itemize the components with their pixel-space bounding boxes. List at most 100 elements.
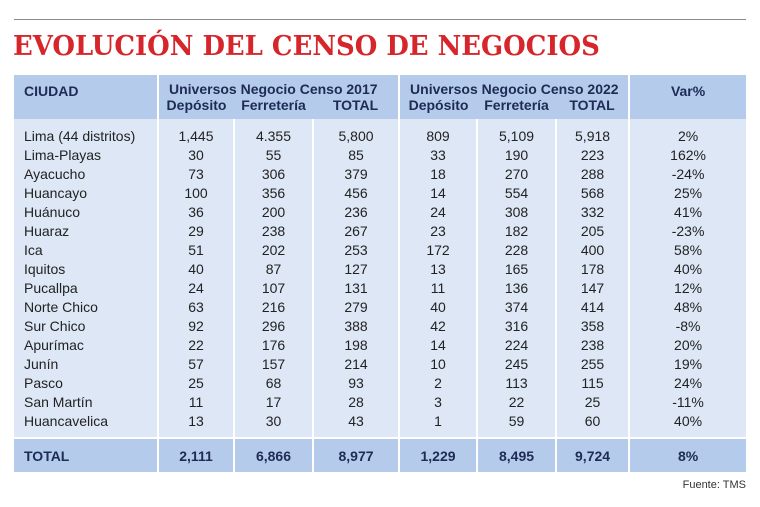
cell-dep17: 100 bbox=[158, 184, 235, 203]
cell-dep17: 13 bbox=[158, 412, 235, 431]
cell-city: Huancayo bbox=[14, 184, 159, 203]
table-row: Huancayo 100 356 456 14 554 568 25% bbox=[14, 184, 747, 203]
table-body: Lima (44 distritos) 1,445 4.355 5,800 809 5,1… bbox=[14, 119, 747, 438]
total-var: 8% bbox=[629, 437, 747, 472]
cell-dep22: 40 bbox=[399, 298, 479, 317]
cell-var: -8% bbox=[629, 317, 747, 336]
cell-dep17: 73 bbox=[158, 165, 235, 184]
cell-tot22: 60 bbox=[556, 412, 631, 431]
cell-fer17: 157 bbox=[234, 355, 314, 374]
cell-city: Huánuco bbox=[14, 203, 159, 222]
cell-var: 24% bbox=[629, 374, 747, 393]
cell-dep22: 13 bbox=[399, 260, 479, 279]
cell-dep17: 92 bbox=[158, 317, 235, 336]
table-row: Sur Chico 92 296 388 42 316 358 -8% bbox=[14, 317, 747, 336]
cell-dep22: 3 bbox=[399, 393, 479, 412]
cell-tot22: 400 bbox=[556, 241, 631, 260]
cell-var: 12% bbox=[629, 279, 747, 298]
total-fer17: 6,866 bbox=[234, 437, 314, 472]
cell-city: Pucallpa bbox=[14, 279, 159, 298]
spacer-row bbox=[14, 431, 747, 438]
cell-tot17: 5,800 bbox=[313, 127, 401, 146]
cell-fer22: 308 bbox=[477, 203, 558, 222]
cell-dep17: 63 bbox=[158, 298, 235, 317]
cell-fer17: 4.355 bbox=[234, 127, 314, 146]
cell-city: Iquitos bbox=[14, 260, 159, 279]
cell-tot17: 127 bbox=[313, 260, 401, 279]
cell-tot22: 255 bbox=[556, 355, 631, 374]
cell-tot17: 388 bbox=[313, 317, 401, 336]
cell-fer17: 296 bbox=[234, 317, 314, 336]
table-row: Ayacucho 73 306 379 18 270 288 -24% bbox=[14, 165, 747, 184]
cell-dep17: 57 bbox=[158, 355, 235, 374]
total-row: TOTAL 2,111 6,866 8,977 1,229 8,495 9,72… bbox=[14, 437, 747, 472]
cell-city: Lima-Playas bbox=[14, 146, 159, 165]
cell-tot22: 332 bbox=[556, 203, 631, 222]
header-ferreteria-2017: Ferretería bbox=[234, 97, 313, 119]
cell-fer17: 87 bbox=[234, 260, 314, 279]
header-group-2022: Universos Negocio Censo 2022 bbox=[399, 75, 631, 97]
cell-fer17: 306 bbox=[234, 165, 314, 184]
cell-tot22: 358 bbox=[556, 317, 631, 336]
total-label: TOTAL bbox=[14, 437, 159, 472]
top-rule bbox=[14, 19, 746, 20]
cell-tot22: 205 bbox=[556, 222, 631, 241]
cell-dep22: 14 bbox=[399, 184, 479, 203]
page-title: EVOLUCIÓN DEL CENSO DE NEGOCIOS bbox=[13, 31, 600, 62]
cell-city: Huaraz bbox=[14, 222, 159, 241]
table-row: Huaraz 29 238 267 23 182 205 -23% bbox=[14, 222, 747, 241]
header-total-2017: TOTAL bbox=[313, 97, 401, 119]
cell-tot22: 288 bbox=[556, 165, 631, 184]
table-row: Huánuco 36 200 236 24 308 332 41% bbox=[14, 203, 747, 222]
cell-tot17: 279 bbox=[313, 298, 401, 317]
cell-tot22: 25 bbox=[556, 393, 631, 412]
table-row: Iquitos 40 87 127 13 165 178 40% bbox=[14, 260, 747, 279]
cell-fer22: 136 bbox=[477, 279, 558, 298]
total-dep22: 1,229 bbox=[399, 437, 479, 472]
table-row: Pucallpa 24 107 131 11 136 147 12% bbox=[14, 279, 747, 298]
cell-dep22: 33 bbox=[399, 146, 479, 165]
table-row: Lima (44 distritos) 1,445 4.355 5,800 809 5,1… bbox=[14, 127, 747, 146]
cell-tot17: 236 bbox=[313, 203, 401, 222]
cell-var: 25% bbox=[629, 184, 747, 203]
total-dep17: 2,111 bbox=[158, 437, 235, 472]
cell-tot22: 414 bbox=[556, 298, 631, 317]
cell-fer22: 316 bbox=[477, 317, 558, 336]
cell-fer22: 228 bbox=[477, 241, 558, 260]
table-row: Apurímac 22 176 198 14 224 238 20% bbox=[14, 336, 747, 355]
cell-fer22: 59 bbox=[477, 412, 558, 431]
cell-fer17: 202 bbox=[234, 241, 314, 260]
cell-var: -24% bbox=[629, 165, 747, 184]
cell-fer17: 200 bbox=[234, 203, 314, 222]
cell-tot22: 238 bbox=[556, 336, 631, 355]
header-total-2022: TOTAL bbox=[556, 97, 631, 119]
total-tot22: 9,724 bbox=[556, 437, 631, 472]
cell-fer22: 5,109 bbox=[477, 127, 558, 146]
cell-tot17: 267 bbox=[313, 222, 401, 241]
cell-var: 48% bbox=[629, 298, 747, 317]
cell-var: 162% bbox=[629, 146, 747, 165]
cell-tot22: 178 bbox=[556, 260, 631, 279]
cell-tot17: 43 bbox=[313, 412, 401, 431]
cell-tot17: 253 bbox=[313, 241, 401, 260]
table-row: Huancavelica 13 30 43 1 59 60 40% bbox=[14, 412, 747, 431]
cell-fer22: 245 bbox=[477, 355, 558, 374]
cell-var: 20% bbox=[629, 336, 747, 355]
cell-dep22: 10 bbox=[399, 355, 479, 374]
header-deposito-2017: Depósito bbox=[158, 97, 234, 119]
cell-fer17: 216 bbox=[234, 298, 314, 317]
header-ferreteria-2022: Ferretería bbox=[477, 97, 557, 119]
cell-fer17: 176 bbox=[234, 336, 314, 355]
header-deposito-2022: Depósito bbox=[399, 97, 478, 119]
cell-city: Norte Chico bbox=[14, 298, 159, 317]
cell-tot17: 85 bbox=[313, 146, 401, 165]
cell-dep17: 29 bbox=[158, 222, 235, 241]
cell-var: -11% bbox=[629, 393, 747, 412]
cell-city: Ayacucho bbox=[14, 165, 159, 184]
cell-tot22: 5,918 bbox=[556, 127, 631, 146]
cell-var: -23% bbox=[629, 222, 747, 241]
cell-dep22: 1 bbox=[399, 412, 479, 431]
cell-fer17: 356 bbox=[234, 184, 314, 203]
cell-fer22: 554 bbox=[477, 184, 558, 203]
table-row: Pasco 25 68 93 2 113 115 24% bbox=[14, 374, 747, 393]
